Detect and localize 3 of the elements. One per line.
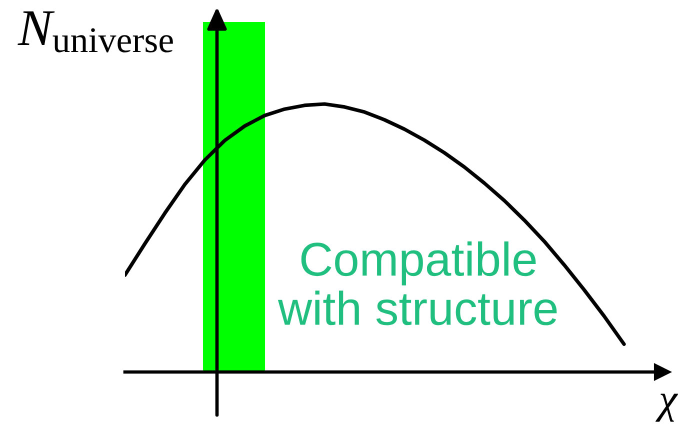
x-axis-title: χ: [655, 394, 678, 422]
annotation: Compatible with structure: [278, 241, 557, 326]
y-axis-title: N$_{universe}$: [18, 11, 173, 52]
